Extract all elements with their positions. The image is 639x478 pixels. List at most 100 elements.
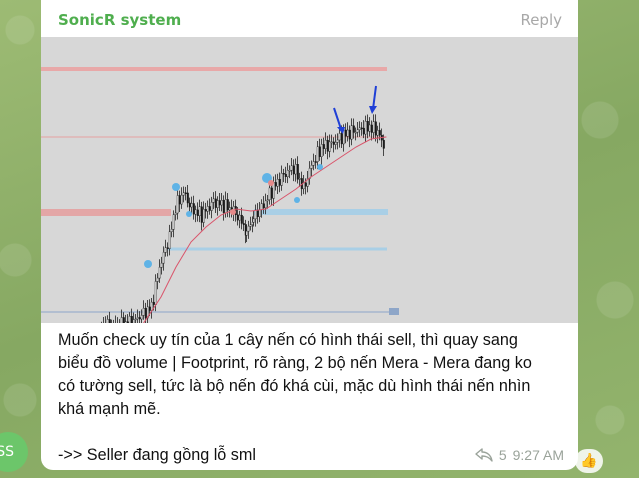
candle-body [376, 130, 379, 136]
signal-dot [144, 260, 152, 268]
candle-body [310, 165, 313, 169]
signal-dot [186, 211, 192, 217]
sender-name[interactable]: SonicR system [58, 11, 182, 29]
candle-body [240, 214, 243, 224]
message-bubble: SonicR system Reply Muốn check uy tín c [41, 0, 578, 470]
candle-body [192, 203, 195, 215]
candle-body [372, 121, 375, 133]
candle-body [245, 230, 248, 236]
candle-body [128, 316, 131, 323]
candle-body [212, 198, 215, 203]
candle-body [364, 121, 367, 135]
candle-body [172, 214, 175, 230]
candle-body [326, 139, 329, 152]
left-resistance-zone [41, 209, 171, 216]
candle-body [168, 231, 171, 249]
candle-body [354, 131, 357, 134]
candle-body [120, 317, 123, 323]
candle-body [194, 209, 197, 215]
candle-body [330, 141, 333, 144]
candle-body [350, 125, 353, 140]
candle-body [290, 165, 293, 171]
candle-body [220, 200, 223, 206]
sender-avatar[interactable]: SS [0, 432, 28, 472]
candle-body [166, 247, 169, 249]
candle-body [158, 267, 161, 279]
candle-body [358, 127, 361, 131]
candle-body [286, 170, 289, 178]
candle-body [144, 308, 147, 319]
candle-body [346, 129, 349, 137]
candle-body [236, 214, 239, 221]
signal-dot [317, 164, 323, 170]
candle-body [156, 277, 159, 282]
candle-body [200, 206, 203, 223]
candle-body [249, 224, 252, 227]
candle-body [148, 306, 151, 311]
candle-body [322, 144, 325, 149]
candle-body [260, 203, 263, 210]
candle-body [274, 182, 277, 187]
signal-dot [230, 209, 236, 215]
candle-body [196, 209, 199, 216]
candle-body [370, 124, 373, 133]
candle-body [284, 173, 287, 178]
candle-body [366, 121, 369, 132]
candle-body [170, 229, 173, 232]
candle-body [182, 192, 185, 196]
candle-body [160, 262, 163, 268]
signal-dot [268, 180, 274, 186]
candlestick-chart-screenshot [41, 67, 399, 323]
candle-body [106, 319, 109, 323]
candle-body [140, 315, 143, 320]
candle-body [378, 130, 381, 136]
candle-body [206, 206, 209, 212]
share-arrow-icon[interactable] [475, 448, 493, 462]
message-line: có tường sell, tức là bộ nến đó khá cùi,… [58, 377, 531, 395]
moving-average-line [143, 136, 387, 323]
candle-body [374, 121, 377, 136]
candle-body [184, 192, 187, 195]
candle-body [298, 178, 301, 180]
candle-body [258, 209, 261, 217]
candle-body [130, 316, 133, 323]
candle-body [314, 161, 317, 163]
message-last-line: ->> Seller đang gồng lỗ sml [58, 446, 256, 464]
candle-body [360, 127, 363, 130]
candle-body [136, 317, 139, 320]
thumbs-up-icon[interactable]: 👍 [575, 449, 603, 473]
reply-count[interactable]: 5 [498, 447, 507, 463]
candle-body [264, 200, 267, 209]
candle-body [338, 133, 341, 141]
candle-body [122, 317, 125, 323]
candle-body [202, 209, 205, 223]
candle-body [162, 252, 165, 264]
candle-body [352, 125, 355, 133]
candle-body [174, 212, 177, 215]
candle-body [278, 179, 281, 186]
candle-body [294, 164, 297, 175]
candle-body [368, 124, 371, 132]
chart-image[interactable] [41, 37, 578, 323]
candle-body [318, 146, 321, 157]
candle-series [101, 114, 385, 323]
candle-body [108, 319, 111, 323]
message-line: Muốn check uy tín của 1 cây nến có hình … [58, 331, 518, 349]
support-zone [254, 209, 388, 215]
candle-body [334, 142, 337, 145]
candle-body [328, 141, 331, 152]
candle-body [198, 206, 201, 216]
reply-button[interactable]: Reply [520, 11, 562, 29]
line-gap [58, 421, 563, 444]
down-arrow-icon [333, 107, 345, 134]
candle-body [146, 306, 149, 319]
candle-body [292, 165, 295, 175]
candle-body [324, 139, 327, 149]
candle-body [228, 207, 231, 211]
candle-body [242, 223, 245, 225]
candle-body [362, 127, 365, 135]
candle-body [262, 203, 265, 209]
candle-body [266, 199, 269, 202]
candle-body [152, 301, 155, 305]
candle-body [138, 317, 141, 320]
